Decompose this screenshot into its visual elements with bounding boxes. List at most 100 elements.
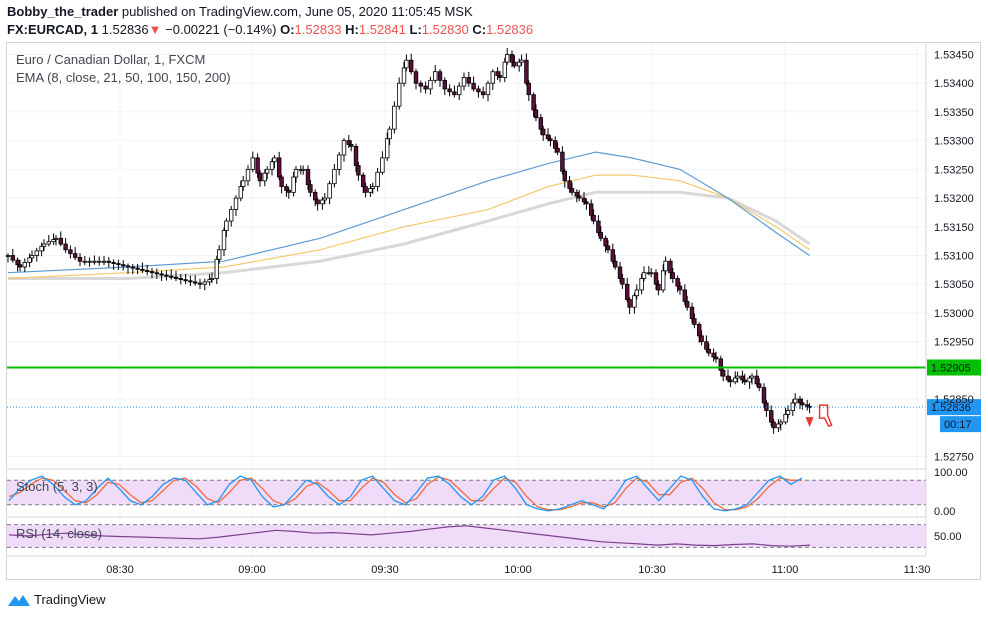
candle-body bbox=[519, 59, 524, 63]
stoch-legend: Stoch (5, 3, 3) bbox=[16, 479, 98, 494]
y-tick-label: 1.52750 bbox=[934, 452, 974, 464]
candle-body bbox=[408, 59, 414, 73]
candle-body bbox=[718, 358, 723, 371]
candle-body bbox=[617, 266, 623, 279]
symbol-name[interactable]: FX:EURCAD, 1 bbox=[7, 22, 99, 37]
candle-body bbox=[346, 140, 351, 145]
candle-body bbox=[178, 278, 183, 281]
candle-body bbox=[154, 272, 159, 275]
candle-body bbox=[209, 278, 215, 281]
candle-body bbox=[401, 67, 407, 84]
candle-body bbox=[538, 117, 543, 130]
candle-body bbox=[5, 255, 11, 257]
candle-body bbox=[188, 280, 193, 283]
candle-body bbox=[713, 356, 719, 360]
candle-body bbox=[392, 105, 397, 130]
candle-body bbox=[598, 232, 603, 239]
candle-body bbox=[183, 279, 188, 282]
high-label: H: bbox=[345, 22, 359, 37]
last-price-tag bbox=[927, 399, 981, 416]
candle-body bbox=[238, 186, 243, 199]
candle-body bbox=[747, 377, 752, 383]
candle-body bbox=[497, 75, 503, 78]
candle-body bbox=[548, 138, 553, 142]
candle-body bbox=[692, 318, 697, 325]
candle-body bbox=[286, 190, 291, 193]
ema-legend: EMA (8, close, 21, 50, 100, 150, 200) bbox=[16, 70, 231, 85]
candle-body bbox=[312, 191, 318, 201]
ema-fast-line bbox=[7, 151, 810, 274]
candle-body bbox=[661, 270, 666, 291]
candle-body bbox=[771, 421, 776, 429]
candle-body bbox=[641, 272, 647, 279]
candle-body bbox=[456, 85, 462, 96]
stoch-tick-label: 0.00 bbox=[934, 506, 955, 518]
y-tick-label: 1.53050 bbox=[934, 279, 974, 291]
candle-body bbox=[41, 243, 47, 247]
x-tick-label: 11:00 bbox=[772, 564, 799, 576]
candle-body bbox=[442, 79, 447, 90]
candle-body bbox=[574, 191, 579, 197]
candle-body bbox=[452, 91, 457, 96]
candle-body bbox=[526, 82, 531, 96]
candle-body bbox=[82, 260, 87, 263]
candle-body bbox=[740, 375, 745, 381]
candle-body bbox=[300, 168, 306, 171]
candle-body bbox=[322, 197, 327, 201]
candle-body bbox=[173, 276, 179, 279]
candle-body bbox=[68, 249, 73, 254]
candle-body bbox=[689, 306, 695, 320]
close-value: 1.52836 bbox=[486, 22, 534, 37]
candle-body bbox=[320, 199, 325, 205]
author-name[interactable]: Bobby_the_trader bbox=[7, 4, 119, 19]
candle-body bbox=[34, 250, 39, 256]
candle-body bbox=[77, 257, 83, 262]
candle-body bbox=[749, 375, 755, 379]
candle-body bbox=[418, 82, 423, 87]
candle-body bbox=[490, 71, 495, 84]
candle-body bbox=[384, 138, 390, 159]
publish-header: Bobby_the_trader published on TradingVie… bbox=[7, 4, 473, 19]
candle-body bbox=[353, 145, 359, 166]
candle-body bbox=[257, 172, 263, 182]
candle-body bbox=[216, 249, 222, 260]
candle-body bbox=[512, 61, 517, 67]
candle-body bbox=[245, 168, 251, 182]
candle-body bbox=[305, 168, 311, 186]
candle-body bbox=[682, 289, 687, 302]
candle-body bbox=[308, 184, 313, 193]
level-price-tag bbox=[927, 359, 981, 376]
candle-body bbox=[634, 289, 639, 297]
candle-body bbox=[480, 91, 486, 96]
x-tick-label: 11:30 bbox=[904, 564, 931, 576]
candle-body bbox=[106, 260, 111, 263]
brand-name: TradingView bbox=[34, 592, 106, 607]
candle-body bbox=[797, 398, 803, 404]
candle-body bbox=[121, 264, 126, 267]
candle-body bbox=[135, 267, 140, 270]
open-value: 1.52833 bbox=[294, 22, 342, 37]
candle-body bbox=[164, 274, 169, 277]
candle-body bbox=[589, 203, 594, 216]
candle-body bbox=[706, 348, 711, 354]
down-arrow-icon: ▼ bbox=[148, 22, 162, 37]
candle-body bbox=[591, 214, 596, 222]
candle-body bbox=[531, 94, 536, 111]
y-tick-label: 1.53100 bbox=[934, 251, 974, 263]
candle-body bbox=[711, 352, 716, 358]
candle-body bbox=[800, 402, 805, 406]
candle-body bbox=[291, 176, 296, 193]
candle-body bbox=[92, 260, 97, 263]
candle-body bbox=[437, 71, 443, 81]
candle-body bbox=[360, 174, 366, 187]
candle-body bbox=[569, 188, 575, 193]
candle-body bbox=[495, 71, 500, 76]
candle-body bbox=[233, 197, 239, 210]
candle-body bbox=[207, 279, 212, 283]
tradingview-footer[interactable]: TradingView bbox=[8, 592, 106, 607]
candle-body bbox=[63, 243, 68, 251]
candle-body bbox=[502, 61, 507, 78]
candle-body bbox=[778, 421, 783, 425]
candle-body bbox=[144, 270, 150, 272]
